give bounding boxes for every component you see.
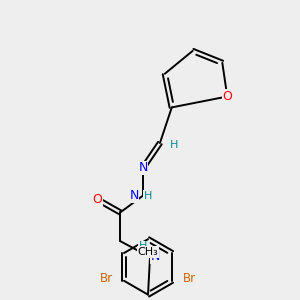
- Text: H: H: [169, 140, 178, 150]
- Text: H: H: [144, 190, 152, 201]
- Text: Br: Br: [183, 272, 196, 285]
- Text: H: H: [139, 241, 147, 251]
- Text: O: O: [222, 90, 232, 103]
- Text: O: O: [93, 193, 102, 206]
- Text: CH₃: CH₃: [138, 247, 158, 257]
- Text: Br: Br: [100, 272, 113, 285]
- Text: N: N: [138, 161, 148, 174]
- Text: N: N: [150, 250, 160, 263]
- Text: N: N: [130, 189, 139, 202]
